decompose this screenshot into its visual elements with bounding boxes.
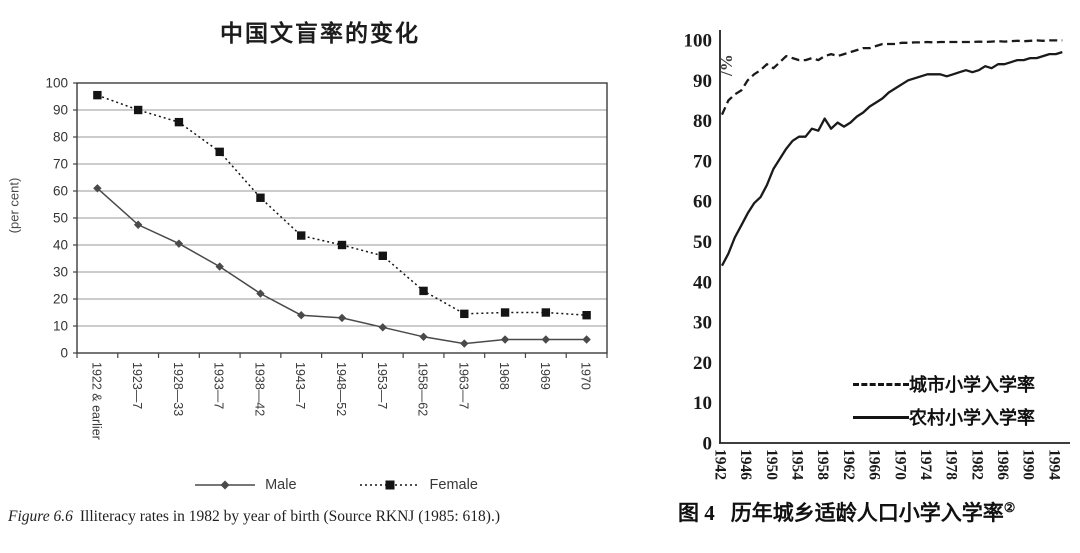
rural-solid-line-icon — [853, 415, 909, 419]
svg-text:1982: 1982 — [968, 449, 985, 480]
right-chart-legend: 城市小学入学率 农村小学入学率 — [853, 371, 1035, 430]
svg-text:0: 0 — [703, 434, 713, 455]
svg-text:100: 100 — [684, 31, 713, 52]
svg-text:40: 40 — [53, 238, 68, 253]
legend-label-male: Male — [265, 477, 297, 493]
svg-text:90: 90 — [53, 103, 68, 118]
male-line-marker-icon — [195, 480, 256, 490]
svg-text:1938—42: 1938—42 — [253, 362, 267, 416]
urban-dashed-line-icon — [853, 382, 909, 386]
svg-text:/%: /% — [717, 54, 736, 77]
right-figure-caption: 图 4 历年城乡适龄人口小学入学率② — [678, 497, 1015, 527]
svg-text:1933—7: 1933—7 — [212, 362, 226, 409]
svg-text:20: 20 — [693, 353, 712, 374]
svg-text:30: 30 — [693, 313, 712, 334]
svg-text:100: 100 — [45, 76, 68, 91]
svg-text:1943—7: 1943—7 — [293, 362, 307, 409]
svg-text:1968: 1968 — [497, 362, 511, 390]
svg-text:90: 90 — [693, 71, 712, 92]
right-chart-plot: 0 10 20 30 40 50 60 70 80 90 100/% 1942 1946 1950 1954… — [684, 30, 1070, 480]
legend-item-male: Male — [194, 477, 297, 493]
left-chart-title: 中国文盲率的变化 — [220, 21, 420, 46]
svg-text:1928—33: 1928—33 — [171, 362, 185, 416]
svg-text:70: 70 — [693, 151, 712, 172]
left-chart-plot: 0 10 20 30 40 50 60 70 80 90 100 1922 & earlier 1923… — [45, 76, 608, 440]
svg-text:50: 50 — [693, 232, 712, 253]
right-caption-superscript: ② — [1003, 500, 1016, 515]
svg-text:80: 80 — [53, 130, 68, 145]
svg-text:20: 20 — [53, 292, 68, 307]
svg-text:1923—7: 1923—7 — [130, 362, 144, 409]
svg-text:60: 60 — [693, 192, 712, 213]
svg-text:1963—7: 1963—7 — [456, 362, 470, 409]
svg-text:70: 70 — [53, 157, 68, 172]
svg-text:50: 50 — [53, 211, 68, 226]
left-chart-legend: Male Female — [71, 477, 601, 493]
svg-text:1969: 1969 — [538, 362, 552, 390]
figure-enrollment-chart: 0 10 20 30 40 50 60 70 80 90 100/% 1942 1946 1950 1954… — [670, 0, 1080, 553]
legend-item-female: Female — [359, 477, 478, 493]
legend-item-rural: 农村小学入学率 — [853, 404, 1035, 430]
svg-text:1986: 1986 — [994, 449, 1011, 480]
svg-text:60: 60 — [53, 184, 68, 199]
svg-text:1990: 1990 — [1020, 449, 1037, 480]
svg-text:1950: 1950 — [763, 449, 780, 480]
female-line-marker-icon — [359, 480, 420, 490]
right-caption-label: 图 4 — [678, 501, 715, 525]
svg-text:40: 40 — [693, 272, 712, 293]
legend-label-rural: 农村小学入学率 — [909, 408, 1035, 428]
svg-text:1978: 1978 — [943, 449, 960, 480]
svg-text:1970: 1970 — [891, 449, 908, 480]
svg-text:1962: 1962 — [840, 449, 857, 480]
svg-text:10: 10 — [693, 393, 712, 414]
left-caption-label: Figure 6.6 — [8, 508, 73, 525]
svg-text:1954: 1954 — [789, 449, 806, 480]
svg-text:1966: 1966 — [866, 449, 883, 480]
svg-text:1953—7: 1953—7 — [375, 362, 389, 409]
left-caption-text: Illiteracy rates in 1982 by year of birt… — [79, 508, 500, 525]
svg-text:1974: 1974 — [917, 449, 934, 480]
svg-text:1942: 1942 — [712, 449, 729, 480]
legend-item-urban: 城市小学入学率 — [853, 371, 1035, 397]
legend-label-urban: 城市小学入学率 — [909, 375, 1035, 395]
svg-text:30: 30 — [53, 265, 68, 280]
svg-text:1970: 1970 — [579, 362, 593, 390]
svg-text:1958: 1958 — [814, 449, 831, 480]
svg-text:0: 0 — [60, 346, 68, 361]
svg-text:80: 80 — [693, 111, 712, 132]
svg-text:1948—52: 1948—52 — [334, 362, 348, 416]
svg-text:1994: 1994 — [1045, 449, 1062, 480]
figure-illiteracy-chart: 中国文盲率的变化 (per cent) 0 10 20 30 40 50 60 70 80 90 1… — [7, 21, 608, 526]
svg-text:1958—62: 1958—62 — [416, 362, 430, 416]
right-caption-text: 历年城乡适龄人口小学入学率 — [730, 501, 1004, 525]
legend-label-female: Female — [429, 477, 478, 493]
left-figure-caption: Figure 6.6 Illiteracy rates in 1982 by ye… — [8, 508, 500, 526]
svg-text:10: 10 — [53, 319, 68, 334]
svg-text:1922 & earlier: 1922 & earlier — [89, 362, 103, 440]
svg-text:1946: 1946 — [737, 449, 754, 480]
